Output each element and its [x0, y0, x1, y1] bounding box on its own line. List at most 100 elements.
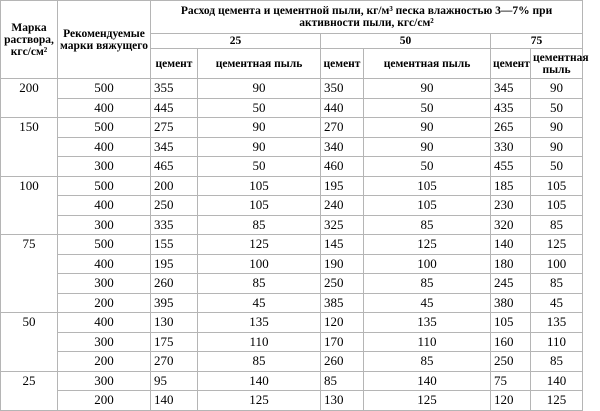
value-cell: 340	[320, 136, 364, 157]
value-cell: 445	[150, 97, 198, 118]
table-row: 100 500 200 105 195 105 185 105	[0, 175, 584, 235]
value-cell: 90	[529, 78, 584, 99]
header-cell: цементная пыль	[363, 48, 491, 79]
value-cell: 125	[363, 234, 491, 255]
value-cell: 395	[150, 292, 198, 313]
value-cell: 90	[363, 136, 491, 157]
value-cell: 180	[490, 253, 531, 274]
table-row: 400 445 50 440 50 435 50	[1, 97, 584, 118]
value-cell: 140	[197, 370, 321, 391]
binder-cell: 300	[57, 331, 151, 352]
table-head: Марка раствора, кгс/см² Рекомендуемые ма…	[0, 0, 589, 79]
value-cell: 105	[363, 175, 491, 196]
value-cell: 160	[490, 331, 531, 352]
value-cell: 175	[150, 331, 198, 352]
value-cell: 90	[197, 78, 321, 99]
value-cell: 100	[363, 253, 491, 274]
grade-cell: 200	[0, 78, 58, 118]
value-cell: 140	[363, 370, 491, 391]
binder-cell: 300	[57, 156, 151, 177]
binder-cell: 200	[57, 292, 151, 313]
value-cell: 50	[197, 97, 321, 118]
value-cell: 110	[529, 331, 584, 352]
value-cell: 345	[490, 78, 531, 99]
table-row: 75 500 155 125 145 125 140 125	[0, 234, 584, 313]
value-cell: 145	[320, 234, 364, 255]
value-cell: 350	[320, 78, 364, 99]
value-cell: 85	[363, 351, 491, 372]
value-cell: 85	[363, 273, 491, 294]
value-cell: 85	[197, 351, 321, 372]
value-cell: 355	[150, 78, 198, 99]
header-cell: 75	[489, 33, 584, 49]
header-cell: Марка раствора, кгс/см²	[0, 0, 58, 79]
value-cell: 90	[363, 78, 491, 99]
binder-cell: 500	[57, 78, 151, 99]
value-cell: 45	[529, 292, 584, 313]
table-row: 200 270 85 260 85 250 85	[1, 351, 584, 372]
value-cell: 50	[197, 156, 321, 177]
value-cell: 105	[197, 175, 321, 196]
value-cell: 455	[490, 156, 531, 177]
value-cell: 90	[197, 136, 321, 157]
value-cell: 125	[197, 234, 321, 255]
value-cell: 140	[150, 390, 198, 411]
binder-cell: 400	[57, 253, 151, 274]
value-cell: 250	[320, 273, 364, 294]
value-cell: 95	[150, 370, 198, 391]
table-row: 200 395 45 385 45 380 45	[1, 292, 584, 313]
value-cell: 140	[490, 234, 531, 255]
value-cell: 85	[529, 351, 584, 372]
value-cell: 75	[490, 370, 531, 391]
binder-cell: 200	[57, 351, 151, 372]
table-row: 300 175 110 170 110 160 110	[1, 331, 584, 352]
value-cell: 105	[363, 195, 491, 216]
header-cell: цемент	[490, 48, 531, 79]
value-cell: 260	[320, 351, 364, 372]
value-cell: 270	[150, 351, 198, 372]
value-cell: 135	[197, 312, 321, 333]
header-cell: цемент	[320, 48, 364, 79]
value-cell: 185	[490, 175, 531, 196]
value-cell: 270	[320, 117, 364, 138]
header-cell: 50	[320, 33, 491, 49]
header-cell: Расход цемента и цементной пыли, кг/м³ п…	[149, 0, 584, 34]
value-cell: 50	[529, 156, 584, 177]
value-cell: 385	[320, 292, 364, 313]
binder-cell: 400	[57, 312, 151, 333]
value-cell: 110	[197, 331, 321, 352]
value-cell: 90	[529, 117, 584, 138]
header-cell: цемент	[150, 48, 198, 79]
value-cell: 260	[150, 273, 198, 294]
value-cell: 50	[363, 97, 491, 118]
binder-cell: 400	[57, 195, 151, 216]
binder-cell: 500	[57, 117, 151, 138]
table-row: 200 140 125 130 125 120 125	[1, 390, 584, 411]
binder-cell: 300	[57, 370, 151, 391]
value-cell: 85	[529, 273, 584, 294]
value-cell: 85	[529, 214, 584, 235]
grade-cell: 150	[0, 117, 58, 177]
value-cell: 325	[320, 214, 364, 235]
table-row: 50 400 130 135 120 135 105 135	[0, 312, 584, 372]
value-cell: 90	[529, 136, 584, 157]
header-cell: Рекомендуемые марки вяжущего	[57, 0, 151, 79]
value-cell: 85	[363, 214, 491, 235]
header-cell: цементная пыль	[197, 48, 321, 79]
grade-cell: 75	[0, 234, 58, 313]
value-cell: 335	[150, 214, 198, 235]
value-cell: 50	[529, 97, 584, 118]
table-row: 400 250 105 240 105 230 105	[1, 195, 584, 216]
value-cell: 230	[490, 195, 531, 216]
value-cell: 320	[490, 214, 531, 235]
value-cell: 120	[490, 390, 531, 411]
value-cell: 135	[529, 312, 584, 333]
value-cell: 140	[529, 370, 584, 391]
binder-cell: 300	[57, 214, 151, 235]
value-cell: 125	[197, 390, 321, 411]
value-cell: 90	[197, 117, 321, 138]
value-cell: 105	[490, 312, 531, 333]
table-row: 200 500 355 90 350 90 345 90	[0, 78, 584, 118]
binder-cell: 400	[57, 136, 151, 157]
